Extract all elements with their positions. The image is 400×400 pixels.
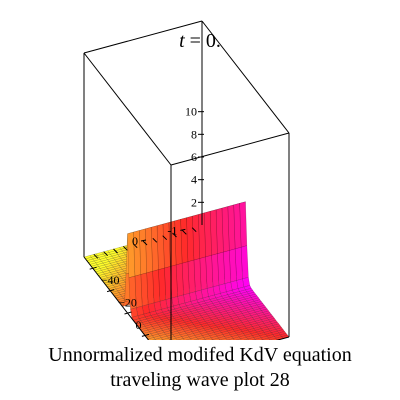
- surface-cell: [240, 337, 249, 340]
- y-minor-tick: [113, 248, 118, 254]
- y-minor-tick: [122, 245, 128, 251]
- y-minor-tick: [103, 251, 109, 257]
- surface-cell: [227, 338, 235, 340]
- box-edge: [83, 52, 172, 166]
- x-tick-mark: [141, 333, 150, 337]
- caption-line-2: traveling wave plot 28: [110, 369, 290, 391]
- z-tick-label: 10: [185, 105, 197, 119]
- x-tick-label: −20: [118, 296, 137, 310]
- surface-cell: [152, 339, 156, 340]
- surface-cell: [212, 337, 221, 340]
- surface-cell: [162, 337, 171, 340]
- z-tick-label: 4: [191, 173, 197, 187]
- surface-cell: [175, 336, 184, 340]
- z-tick-label: 2: [191, 195, 197, 209]
- x-axis: −40−2002040x: [89, 266, 150, 337]
- surface-cell: [169, 338, 178, 340]
- x-tick-mark: [124, 311, 132, 315]
- surface-cell: [182, 336, 191, 340]
- y-tick-mark: [180, 228, 186, 231]
- surface-cell: [190, 337, 199, 340]
- surface-cell: [232, 336, 241, 340]
- x-tick-mark: [106, 289, 115, 293]
- y-tick-mark: [140, 239, 147, 242]
- surface-cell: [269, 338, 278, 340]
- title-variable: t: [179, 30, 185, 52]
- surface-cell: [204, 337, 213, 340]
- surface-cell: [185, 338, 192, 340]
- surface-cell: [147, 337, 156, 340]
- surface-mesh: [83, 201, 290, 340]
- y-minor-tick: [93, 253, 99, 259]
- y-tick-label: 0: [132, 234, 138, 248]
- z-axis: 2 4 6 8 10: [185, 105, 204, 225]
- x-tick-label: 0: [136, 318, 142, 332]
- box-edge: [83, 20, 203, 54]
- surface-cell: [177, 338, 185, 340]
- surface-cell: [197, 337, 206, 340]
- surface-cell: [244, 338, 249, 340]
- z-tick-label: 6: [191, 150, 197, 164]
- x-tick-mark: [89, 266, 97, 270]
- y-minor-tick: [132, 243, 138, 249]
- x-tick-label: −40: [101, 273, 120, 287]
- surface-cell: [275, 336, 284, 340]
- y-minor-tick: [142, 240, 148, 246]
- surface-cell: [262, 337, 271, 340]
- surface-cell: [219, 338, 228, 340]
- y-minor-tick: [191, 227, 197, 233]
- surface-cell: [247, 337, 256, 340]
- surface-cell: [225, 336, 234, 340]
- surface-cell: [235, 338, 242, 340]
- y-minor-tick: [181, 229, 187, 235]
- surface-cell: [194, 338, 199, 340]
- y-axis: -1 0: [93, 223, 197, 259]
- y-minor-tick: [172, 232, 177, 238]
- surface-cell: [252, 339, 256, 340]
- y-minor-tick: [152, 237, 158, 243]
- z-tick-label: 8: [191, 127, 197, 141]
- surface-cell: [202, 339, 206, 340]
- figure-caption: Unnormalized modifed KdV equation travel…: [0, 343, 400, 393]
- y-minor-tick: [162, 235, 168, 241]
- surface-cell: [154, 337, 163, 340]
- caption-line-1: Unnormalized modifed KdV equation: [48, 344, 352, 366]
- box-edge: [201, 20, 290, 134]
- box-edge: [170, 132, 290, 166]
- y-tick-label: -1: [167, 223, 177, 237]
- surface-cell: [254, 337, 263, 340]
